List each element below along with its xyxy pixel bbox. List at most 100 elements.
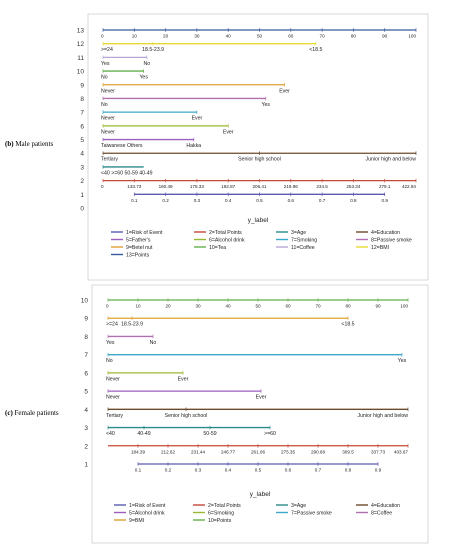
male-row-tick-label: 0	[80, 206, 84, 213]
male-row-tick-label: 5	[80, 137, 84, 144]
male-row-tick-label: 9	[80, 82, 84, 89]
male-row-tick-label: 8	[80, 96, 84, 103]
male-scale-label: 206.41	[252, 184, 266, 189]
male-row-tick-label: 3	[80, 164, 84, 171]
male-legend-entry: 12=BMI	[371, 245, 389, 251]
female-legend-entry: 6=Smoking	[208, 511, 234, 517]
male-scale-label: 18.5-23.9	[142, 47, 164, 53]
female-scale-label: 275.35	[281, 449, 295, 454]
male-scale-label: 253.34	[346, 184, 360, 189]
female-panel-prefix: (c)	[5, 409, 13, 417]
male-scale-label: 10	[132, 34, 138, 39]
male-legend-entry: 13=Points	[126, 253, 150, 259]
male-scale-label: 70	[320, 34, 326, 39]
male-scale-label: 80	[351, 34, 357, 39]
female-scale-label: No	[106, 358, 113, 364]
male-scale-label: Hakka	[186, 143, 201, 149]
male-row-tick-label: 12	[77, 41, 85, 48]
male-scale-label: 422.94	[402, 184, 416, 189]
male-scale-label: 0.3	[194, 198, 201, 203]
male-row-tick-label: 2	[80, 178, 84, 185]
female-legend-entry: 3=Age	[291, 503, 306, 509]
male-scale-label: 192.87	[221, 184, 235, 189]
female-scale-label: 60	[285, 304, 291, 309]
female-row-tick-label: 4	[84, 407, 88, 414]
male-scale-label: 100	[408, 34, 416, 39]
female-scale-label: Ever	[178, 376, 189, 382]
female-scale-label: 30	[195, 304, 201, 309]
female-row-tick-label: 1	[84, 462, 88, 469]
female-scale-label: Never	[106, 376, 120, 382]
female-row-tick-label: 5	[84, 389, 88, 396]
female-scale-label: Senior high school	[165, 413, 208, 419]
male-plot-frame	[87, 13, 429, 281]
male-scale-label: Yes	[139, 75, 148, 81]
male-scale-label: 0.8	[350, 198, 357, 203]
male-scale-label: 0.2	[162, 198, 169, 203]
female-scale-label: 0	[106, 304, 109, 309]
female-row-tick-label: 8	[84, 334, 88, 341]
female-plot-frame	[91, 284, 429, 544]
female-scale-label: 0.8	[345, 468, 352, 473]
male-row-tick-label: 1	[80, 192, 84, 199]
male-scale-label: Never	[101, 116, 115, 122]
male-row-tick-label: 10	[77, 69, 85, 76]
male-scale-label: 0.7	[319, 198, 326, 203]
male-scale-label: Ever	[279, 88, 290, 94]
female-scale-label: 100	[400, 304, 408, 309]
female-legend-entry: 2=Total Points	[208, 503, 241, 509]
female-scale-label: 0.2	[165, 468, 172, 473]
male-panel-title: Male patients	[15, 140, 54, 148]
male-legend-entry: 6=Alcohol drink	[209, 238, 245, 244]
female-row-tick-label: 9	[84, 316, 88, 323]
male-scale-label: Yes	[101, 61, 110, 67]
female-scale-label: 261.06	[251, 449, 265, 454]
female-scale-label: 0.6	[285, 468, 292, 473]
female-scale-label: 0.3	[195, 468, 202, 473]
male-scale-label: 219.96	[284, 184, 298, 189]
female-scale-label: >=60	[264, 431, 276, 437]
female-scale-label: 0.9	[375, 468, 382, 473]
female-scale-label: Ever	[256, 395, 267, 401]
female-legend-entry: 8=Coffee	[371, 511, 392, 517]
female-legend-entry: 10=Points	[208, 518, 232, 524]
female-scale-label: 0.1	[135, 468, 142, 473]
male-scale-label: Taiwanese Others	[101, 143, 143, 149]
male-row-tick-label: 4	[80, 151, 84, 158]
female-scale-label: 10	[135, 304, 141, 309]
female-row-tick-label: 2	[84, 443, 88, 450]
male-scale-label: 133.73	[127, 184, 141, 189]
male-scale-label: No	[143, 61, 150, 67]
female-scale-label: 20	[165, 304, 171, 309]
male-legend-entry: 7=Smoking	[291, 238, 317, 244]
male-legend-entry: 10=Tea	[209, 245, 226, 251]
female-scale-label: >=24	[106, 322, 118, 328]
female-legend-entry: 4=Education	[371, 503, 400, 509]
male-legend-title: y_label	[248, 217, 269, 224]
female-legend-entry: 9=BMI	[129, 518, 144, 524]
female-scale-label: 403.67	[394, 449, 408, 454]
male-scale-label: 0.6	[288, 198, 295, 203]
male-legend-entry: 3=Age	[291, 230, 306, 236]
female-scale-label: 90	[375, 304, 381, 309]
female-scale-label: 212.62	[161, 449, 175, 454]
female-row-tick-label: 10	[81, 298, 89, 305]
male-legend-entry: 9=Betel nut	[126, 245, 153, 251]
male-row-tick-label: 7	[80, 110, 84, 117]
male-scale-label: 0	[101, 34, 104, 39]
female-legend-entry: 5=Alcohol drink	[129, 511, 165, 517]
female-scale-label: Yes	[106, 340, 115, 346]
male-scale-label: Senior high school	[238, 157, 281, 163]
male-scale-label: 234.5	[316, 184, 328, 189]
male-scale-label: No	[101, 75, 108, 81]
male-scale-label: 178.33	[190, 184, 204, 189]
male-scale-label: 0.5	[256, 198, 263, 203]
male-scale-label: 50	[257, 34, 263, 39]
female-scale-label: 0.4	[225, 468, 232, 473]
male-scale-label: 0.9	[382, 198, 389, 203]
female-legend-title: y_label	[250, 491, 271, 498]
male-scale-label: Ever	[192, 116, 203, 122]
male-scale-label: No	[101, 102, 108, 108]
female-legend-entry: 1=Risk of Event	[129, 503, 166, 509]
